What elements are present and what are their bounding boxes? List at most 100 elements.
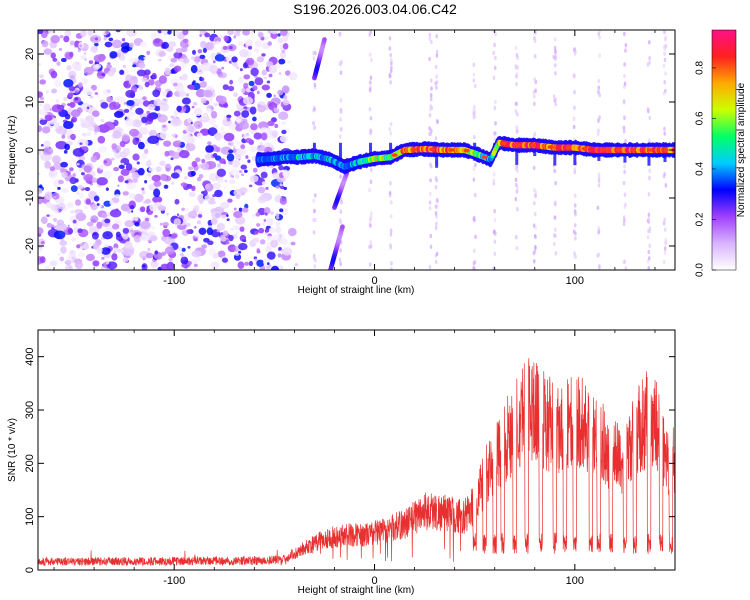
vertical-streak-dot <box>573 193 577 198</box>
noise-blob <box>207 141 212 146</box>
vertical-streak-dot <box>390 65 393 71</box>
noise-blob <box>126 100 135 106</box>
noise-blob <box>121 46 130 53</box>
track-peak <box>530 143 537 147</box>
noise-blob <box>263 76 267 80</box>
vertical-streak-dot <box>622 100 626 105</box>
colorbar-tick-label-4: 0.8 <box>695 61 706 75</box>
vertical-streak-dot <box>533 212 537 217</box>
noise-blob <box>223 103 229 109</box>
noise-blob <box>210 261 220 269</box>
noise-blob <box>64 30 72 37</box>
noise-blob <box>134 222 140 227</box>
noise-blob <box>132 64 137 68</box>
vertical-streak-dot <box>494 121 497 126</box>
vertical-streak-dot <box>369 211 373 216</box>
track-peak <box>565 145 572 150</box>
vertical-streak-dot <box>339 248 342 253</box>
noise-blob <box>279 30 288 36</box>
noise-blob <box>38 91 43 98</box>
noise-blob <box>132 178 139 183</box>
vertical-streak-dot <box>434 64 438 70</box>
noise-blob <box>193 120 203 129</box>
noise-blob <box>75 61 80 65</box>
vertical-streak-dot <box>389 181 392 186</box>
noise-blob <box>192 80 196 84</box>
noise-blob <box>76 244 81 249</box>
noise-blob <box>216 222 226 231</box>
vertical-streak-dot <box>648 168 651 174</box>
noise-blob <box>223 35 229 42</box>
noise-blob <box>53 217 58 222</box>
noise-blob <box>126 30 137 37</box>
noise-blob <box>238 207 243 212</box>
vertical-streak-dot <box>648 60 651 65</box>
noise-blob <box>39 96 45 101</box>
noise-blob <box>156 133 161 138</box>
noise-blob <box>278 58 286 65</box>
vertical-streak-dot <box>534 193 537 198</box>
noise-blob <box>164 150 170 157</box>
noise-blob <box>49 260 58 267</box>
vertical-streak-dot <box>435 198 439 203</box>
vertical-streak-dot <box>339 209 343 214</box>
noise-blob <box>235 154 242 160</box>
vertical-streak-dot <box>338 134 342 139</box>
noise-blob <box>268 226 276 234</box>
noise-blob <box>226 214 229 217</box>
noise-blob <box>181 257 186 260</box>
noise-blob <box>190 170 196 177</box>
noise-blob <box>53 195 57 199</box>
noise-blob <box>143 69 151 76</box>
noise-blob <box>89 36 95 42</box>
noise-blob <box>239 68 243 72</box>
noise-blob <box>183 176 189 180</box>
noise-blob <box>75 212 87 222</box>
noise-blob <box>107 70 115 77</box>
noise-blob <box>103 160 108 164</box>
noise-blob <box>279 197 287 205</box>
noise-blob <box>76 138 89 148</box>
noise-blob <box>265 245 272 253</box>
noise-blob <box>135 103 140 107</box>
noise-blob <box>251 214 256 218</box>
noise-blob <box>124 108 130 113</box>
noise-blob <box>137 167 145 176</box>
vertical-streak-dot <box>434 136 438 141</box>
spectrogram-y-tick-label-3: 10 <box>24 96 36 108</box>
noise-blob <box>119 151 128 159</box>
noise-blob <box>122 232 129 240</box>
noise-blob <box>63 35 70 43</box>
vertical-streak-dot <box>312 56 316 61</box>
noise-blob <box>97 145 108 153</box>
noise-blob <box>87 30 93 36</box>
noise-blob <box>111 119 115 123</box>
noise-blob <box>268 65 278 74</box>
vertical-streak-dot <box>647 217 651 222</box>
noise-blob <box>103 36 107 41</box>
noise-blob <box>106 261 118 270</box>
noise-blob <box>193 56 201 63</box>
noise-blob <box>96 177 108 186</box>
noise-blob <box>263 36 269 41</box>
noise-blob <box>117 184 120 187</box>
colorbar-label: Normalized spectral amplitude <box>736 82 747 217</box>
vertical-streak-dot <box>647 249 651 255</box>
noise-blob <box>110 157 115 161</box>
noise-blob <box>131 172 140 180</box>
noise-blob <box>280 51 286 59</box>
vertical-streak-dot <box>623 204 627 210</box>
noise-blob <box>123 248 134 257</box>
noise-blob <box>254 47 260 53</box>
noise-blob <box>187 166 194 171</box>
noise-blob <box>256 248 260 251</box>
vertical-streak-dot <box>597 183 601 188</box>
noise-blob <box>104 30 110 35</box>
vertical-streak-dot <box>472 78 476 83</box>
noise-blob <box>56 61 61 66</box>
noise-blob <box>191 105 195 109</box>
noise-blob <box>134 193 144 203</box>
vertical-streak-dot <box>597 118 600 124</box>
noise-blob <box>141 116 148 124</box>
noise-blob <box>143 148 149 154</box>
